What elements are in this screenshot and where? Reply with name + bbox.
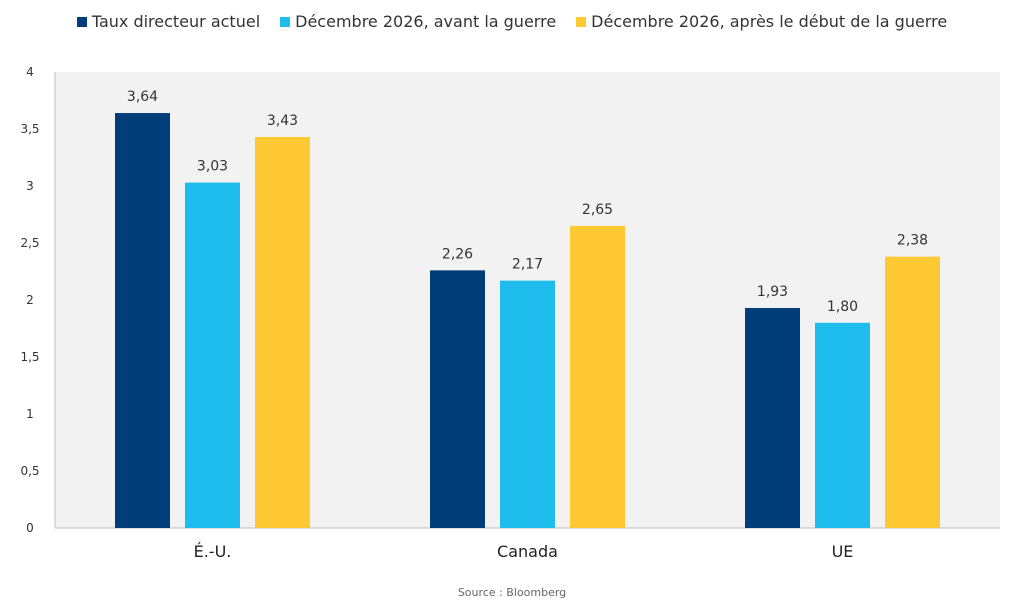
y-tick-label: 1,5 — [20, 350, 39, 364]
legend-swatch-current-rate — [76, 16, 87, 27]
bar — [570, 225, 625, 528]
bar — [815, 322, 870, 528]
y-tick-label: 2,5 — [20, 236, 39, 250]
bar-value-label: 3,03 — [197, 159, 228, 175]
chart-legend: Taux directeur actuel Décembre 2026, ava… — [0, 12, 1024, 31]
y-tick-label: 2 — [26, 293, 34, 307]
legend-item-after-war: Décembre 2026, après le début de la guer… — [576, 12, 947, 31]
y-tick-label: 4 — [26, 65, 34, 79]
legend-label-after-war: Décembre 2026, après le début de la guer… — [591, 12, 948, 31]
bar — [430, 270, 485, 528]
y-tick-label: 1 — [26, 407, 34, 421]
bar — [185, 182, 240, 528]
bar — [885, 256, 940, 528]
x-category-label: Canada — [497, 542, 558, 561]
legend-item-before-war: Décembre 2026, avant la guerre — [280, 12, 556, 31]
bar — [255, 136, 310, 529]
bar-value-label: 2,17 — [512, 257, 543, 273]
y-tick-label: 0,5 — [20, 464, 39, 478]
bar-value-label: 1,80 — [827, 299, 858, 315]
y-tick-label: 0 — [26, 521, 34, 535]
source-note: Source : Bloomberg — [457, 586, 567, 599]
x-category-label: É.-U. — [194, 542, 232, 561]
x-category-label: UE — [832, 542, 854, 561]
bar-value-label: 1,93 — [757, 284, 788, 300]
y-tick-label: 3,5 — [20, 122, 39, 136]
bar-value-label: 2,26 — [442, 246, 473, 262]
legend-swatch-before-war — [280, 16, 291, 27]
bar-value-label: 3,43 — [267, 113, 298, 129]
legend-label-before-war: Décembre 2026, avant la guerre — [295, 12, 557, 31]
bar — [115, 113, 170, 528]
bar — [500, 280, 555, 528]
bar-value-label: 3,64 — [127, 89, 158, 105]
bar — [745, 307, 800, 528]
legend-item-current-rate: Taux directeur actuel — [76, 12, 261, 31]
y-tick-label: 3 — [26, 179, 34, 193]
legend-swatch-after-war — [576, 16, 587, 27]
bar-value-label: 2,65 — [582, 202, 613, 218]
bar-value-label: 2,38 — [897, 233, 928, 249]
legend-label-current-rate: Taux directeur actuel — [91, 12, 261, 31]
